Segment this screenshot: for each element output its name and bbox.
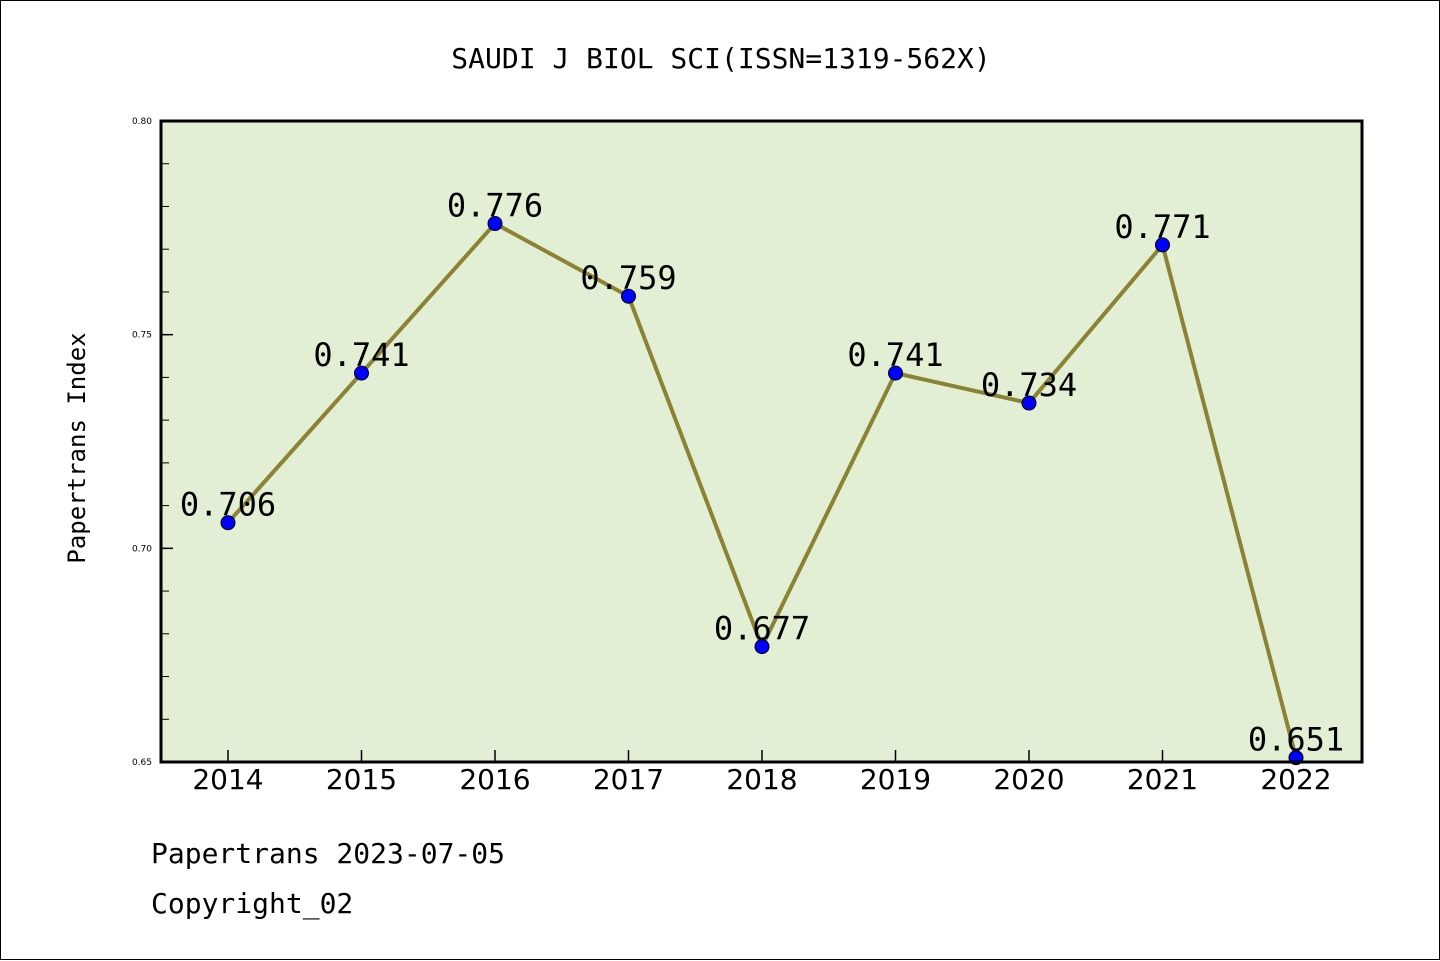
x-tick-label: 2016 xyxy=(459,763,530,796)
x-tick-label: 2018 xyxy=(726,763,797,796)
chart-title: SAUDI J BIOL SCI(ISSN=1319-562X) xyxy=(451,42,990,75)
data-label: 0.651 xyxy=(1248,721,1344,759)
x-tick-label: 2019 xyxy=(860,763,931,796)
x-tick-label: 2017 xyxy=(593,763,664,796)
x-tick-label: 2022 xyxy=(1260,763,1331,796)
data-point xyxy=(1155,237,1170,253)
data-label: 0.759 xyxy=(580,259,676,297)
data-label: 0.706 xyxy=(180,486,276,524)
x-axis-ticks: 2014 2015 2016 2017 2018 2019 2020 2021 2022 xyxy=(192,750,1332,796)
data-label: 0.677 xyxy=(714,610,810,648)
plot-border xyxy=(159,119,1364,764)
data-point xyxy=(487,216,503,232)
y-tick-label: 0.70 xyxy=(132,544,152,554)
data-point xyxy=(220,515,236,531)
data-points xyxy=(220,216,1304,766)
data-label: 0.741 xyxy=(313,336,409,374)
x-tick-label: 2015 xyxy=(326,763,397,796)
data-labels: 0.706 0.741 0.776 0.759 0.677 0.741 0.734 0.771… xyxy=(180,187,1344,759)
data-point xyxy=(888,365,903,381)
x-tick-label: 2014 xyxy=(192,763,263,796)
footer-date: Papertrans 2023-07-05 xyxy=(151,837,506,870)
data-point xyxy=(754,639,770,655)
data-point xyxy=(621,288,636,304)
x-tick-label: 2021 xyxy=(1127,763,1198,796)
y-tick-label: 0.75 xyxy=(132,331,152,341)
data-label: 0.776 xyxy=(447,187,543,225)
y-tick-label: 0.80 xyxy=(132,117,152,127)
data-label: 0.741 xyxy=(847,336,943,374)
plot-area xyxy=(161,121,1362,762)
data-label: 0.771 xyxy=(1114,208,1210,246)
y-axis-label: Papertrans Index xyxy=(63,332,91,563)
x-tick-label: 2020 xyxy=(993,763,1064,796)
y-tick-label: 0.65 xyxy=(132,758,152,768)
footer-copyright: Copyright_02 xyxy=(151,887,354,920)
data-point xyxy=(354,365,369,381)
data-label: 0.734 xyxy=(981,366,1077,404)
data-point xyxy=(1021,395,1037,411)
